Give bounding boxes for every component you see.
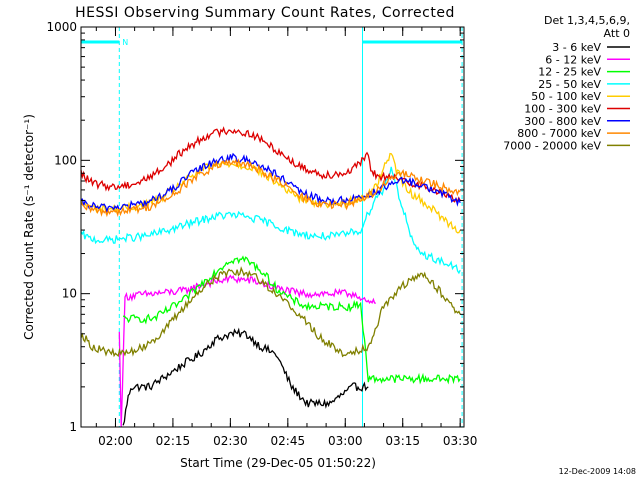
series-line-1 xyxy=(122,327,369,426)
x-axis: 02:00 02:15 02:30 02:45 03:00 03:15 03:30 xyxy=(95,27,478,448)
data-series xyxy=(80,126,461,428)
marker-lines: N xyxy=(80,27,463,427)
legend-label-2: 6 - 12 keV xyxy=(545,53,601,66)
x-axis-label: Start Time (29-Dec-05 01:50:22) xyxy=(180,456,376,470)
x-tick-label-3: 02:30 xyxy=(213,434,248,448)
top-bar-label-1: N xyxy=(122,38,128,47)
y-axis: 1 10 100 1000 xyxy=(46,20,464,434)
legend-label-7: 300 - 800 keV xyxy=(524,115,601,128)
chart-title: HESSI Observing Summary Count Rates, Cor… xyxy=(75,5,455,21)
series-line-6 xyxy=(80,126,461,204)
legend-label-6: 100 - 300 keV xyxy=(524,103,601,116)
legend-label-9: 7000 - 20000 keV xyxy=(503,139,601,152)
legend-label-5: 50 - 100 keV xyxy=(531,90,601,103)
legend-label-1: 3 - 6 keV xyxy=(552,41,601,54)
y-tick-label-4: 1000 xyxy=(46,20,77,34)
x-tick-label-5: 03:00 xyxy=(328,434,363,448)
legend-label-4: 25 - 50 keV xyxy=(538,78,601,91)
legend-label-3: 12 - 25 keV xyxy=(538,66,601,79)
x-tick-label-1: 02:00 xyxy=(98,434,133,448)
legend-label-8: 800 - 7000 keV xyxy=(517,127,601,140)
series-line-3 xyxy=(123,255,461,385)
series-line-7 xyxy=(80,152,461,214)
x-tick-label-6: 03:15 xyxy=(385,434,420,448)
timestamp: 12-Dec-2009 14:08 xyxy=(559,467,636,476)
y-tick-label-1: 1 xyxy=(69,420,77,434)
series-line-9 xyxy=(80,266,461,358)
x-tick-label-2: 02:15 xyxy=(156,434,191,448)
legend-header-line-1: Det 1,3,4,5,6,9, xyxy=(544,14,630,27)
x-tick-label-4: 02:45 xyxy=(271,434,306,448)
x-tick-label-7: 03:30 xyxy=(443,434,478,448)
series-line-8 xyxy=(80,158,461,218)
plot-frame xyxy=(80,26,465,428)
legend-header-line-2: Att 0 xyxy=(604,27,630,40)
series-line-2 xyxy=(118,273,376,428)
series-line-4 xyxy=(80,166,461,275)
y-tick-label-2: 10 xyxy=(62,287,77,301)
y-axis-label: Corrected Count Rate (s⁻¹ detector⁻¹) xyxy=(22,114,36,340)
y-tick-label-3: 100 xyxy=(54,153,77,167)
